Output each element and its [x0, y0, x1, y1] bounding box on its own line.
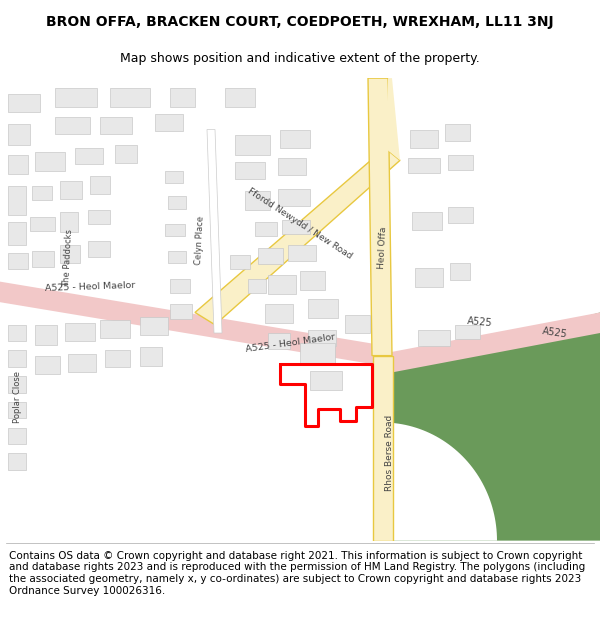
Text: The Paddocks: The Paddocks [62, 229, 74, 287]
Bar [8, 453, 26, 470]
Bar [170, 88, 195, 107]
Bar [308, 299, 338, 318]
Bar [88, 209, 110, 224]
Text: A525: A525 [542, 326, 568, 340]
Bar [445, 124, 470, 141]
Polygon shape [383, 312, 600, 374]
Bar [255, 222, 277, 236]
Bar [300, 271, 325, 290]
Bar [170, 304, 192, 319]
Text: BRON OFFA, BRACKEN COURT, COEDPOETH, WREXHAM, LL11 3NJ: BRON OFFA, BRACKEN COURT, COEDPOETH, WRE… [46, 15, 554, 29]
Text: A525: A525 [467, 316, 493, 328]
Text: Heol Offa: Heol Offa [377, 226, 389, 269]
Bar [268, 333, 290, 349]
Bar [278, 189, 310, 206]
Bar [55, 117, 90, 134]
Bar [410, 129, 438, 148]
Text: Poplar Close: Poplar Close [13, 371, 23, 423]
Bar [60, 244, 80, 263]
Bar [288, 244, 316, 261]
Bar [88, 241, 110, 257]
Bar [408, 158, 440, 172]
Bar [245, 191, 270, 209]
Text: A525 - Heol Maelor: A525 - Heol Maelor [245, 332, 335, 354]
Bar [8, 325, 26, 341]
Bar [415, 268, 443, 287]
Bar [8, 253, 28, 269]
Bar [8, 351, 26, 367]
Bar [265, 304, 293, 322]
Bar [235, 162, 265, 179]
Bar [110, 88, 150, 107]
Bar [345, 314, 370, 333]
Bar [35, 356, 60, 374]
Bar [282, 220, 310, 234]
Text: Celyn Place: Celyn Place [194, 216, 206, 265]
Polygon shape [195, 148, 400, 325]
Bar [310, 371, 342, 389]
Bar [35, 325, 57, 346]
Bar [75, 148, 103, 164]
Bar [280, 129, 310, 148]
Bar [165, 224, 185, 236]
Bar [168, 196, 186, 209]
Bar [55, 88, 97, 107]
Text: Contains OS data © Crown copyright and database right 2021. This information is : Contains OS data © Crown copyright and d… [9, 551, 585, 596]
Bar [258, 248, 283, 264]
Bar [65, 322, 95, 341]
Text: Rhos Berse Road: Rhos Berse Road [386, 415, 395, 491]
Polygon shape [382, 312, 600, 541]
Bar [8, 124, 30, 145]
Bar [235, 134, 270, 155]
Bar [300, 343, 335, 364]
Text: Ffordd Newydd / New Road: Ffordd Newydd / New Road [246, 187, 354, 261]
Bar [230, 255, 250, 269]
Bar [248, 279, 266, 293]
Polygon shape [368, 78, 392, 356]
Polygon shape [0, 282, 383, 366]
Bar [308, 330, 336, 346]
Bar [90, 176, 110, 194]
Bar [32, 251, 54, 268]
Bar [8, 94, 40, 112]
Bar [412, 212, 442, 230]
Polygon shape [267, 422, 600, 541]
Bar [450, 263, 470, 279]
Bar [165, 171, 183, 183]
Bar [278, 158, 306, 175]
Bar [448, 207, 473, 223]
Bar [8, 186, 26, 215]
Polygon shape [207, 129, 222, 333]
Bar [100, 117, 132, 134]
Bar [8, 155, 28, 174]
Bar [8, 376, 26, 392]
Bar [140, 317, 168, 335]
Bar [448, 155, 473, 169]
Polygon shape [368, 78, 400, 161]
Bar [35, 152, 65, 171]
Bar [68, 354, 96, 372]
Bar [60, 181, 82, 199]
Bar [60, 212, 78, 232]
Bar [225, 88, 255, 107]
Text: A525 - Heol Maelor: A525 - Heol Maelor [44, 281, 136, 293]
Bar [8, 222, 26, 244]
Bar [268, 276, 296, 294]
Bar [418, 330, 450, 346]
Bar [140, 348, 162, 366]
Bar [155, 114, 183, 131]
Bar [100, 319, 130, 338]
Bar [455, 325, 480, 339]
Bar [30, 217, 55, 231]
Bar [8, 402, 26, 418]
Bar [32, 186, 52, 201]
Polygon shape [373, 356, 393, 541]
Bar [170, 279, 190, 293]
Bar [168, 251, 186, 263]
Bar [115, 145, 137, 163]
Bar [105, 351, 130, 367]
Bar [8, 428, 26, 444]
Text: Map shows position and indicative extent of the property.: Map shows position and indicative extent… [120, 52, 480, 65]
